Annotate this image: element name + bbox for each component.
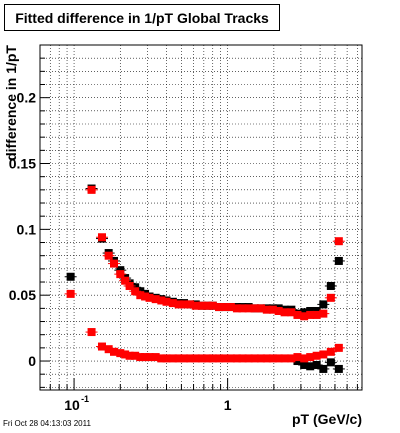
data-point-marker	[151, 353, 160, 362]
data-point-marker	[306, 310, 315, 319]
data-point-marker	[97, 342, 106, 351]
data-point-marker	[145, 293, 154, 302]
data-point-marker	[287, 354, 296, 363]
data-point-marker	[326, 281, 335, 290]
data-point-marker	[300, 312, 309, 321]
red-series	[64, 185, 345, 363]
data-point-marker	[191, 301, 200, 310]
x-tick-label: 10	[64, 397, 80, 413]
data-point-marker	[319, 309, 328, 318]
data-point-marker	[334, 364, 343, 373]
data-point-marker	[162, 297, 171, 306]
y-tick-label: 0.15	[9, 156, 36, 172]
y-axis-label: difference in 1/pT	[3, 45, 19, 161]
data-point-marker	[250, 304, 259, 313]
data-point-marker	[326, 293, 335, 302]
data-point-marker	[110, 259, 119, 268]
data-point-marker	[191, 354, 200, 363]
y-tick-label: 0.05	[9, 287, 36, 303]
data-point-marker	[145, 353, 154, 362]
data-point-marker	[312, 310, 321, 319]
data-point-marker	[334, 256, 343, 265]
data-point-marker	[319, 300, 328, 309]
data-point-marker	[293, 310, 302, 319]
data-point-marker	[208, 354, 217, 363]
data-point-marker	[334, 237, 343, 246]
chart-title-box: Fitted difference in 1/pT Global Tracks	[4, 4, 280, 31]
data-point-marker	[319, 364, 328, 373]
data-point-marker	[326, 358, 335, 367]
data-point-marker	[151, 295, 160, 304]
data-point-marker	[287, 308, 296, 317]
data-point-marker	[250, 354, 259, 363]
data-point-marker	[110, 347, 119, 356]
y-tick-label: 0.2	[17, 90, 37, 106]
data-point-marker	[141, 292, 150, 301]
data-point-marker	[312, 360, 321, 369]
data-point-marker	[300, 354, 309, 363]
data-point-marker	[131, 287, 140, 296]
data-point-marker	[104, 345, 113, 354]
data-point-marker	[280, 354, 289, 363]
data-point-marker	[312, 351, 321, 360]
data-point-marker	[268, 305, 277, 314]
data-point-marker	[300, 360, 309, 369]
data-point-marker	[121, 276, 130, 285]
plot-frame	[39, 44, 363, 391]
data-point-marker	[87, 328, 96, 337]
data-point-marker	[319, 350, 328, 359]
y-tick-label: 0	[28, 353, 36, 369]
data-point-marker	[257, 304, 266, 313]
data-point-marker	[131, 351, 140, 360]
data-point-marker	[180, 300, 189, 309]
data-point-marker	[226, 354, 235, 363]
data-point-marker	[186, 300, 195, 309]
data-point-marker	[238, 354, 247, 363]
x-axis-label: pT (GeV/c)	[292, 411, 362, 427]
data-point-marker	[274, 306, 283, 315]
data-point-marker	[262, 354, 271, 363]
data-point-marker	[238, 304, 247, 313]
y-tick-label: 0.1	[17, 221, 37, 237]
data-point-marker	[162, 354, 171, 363]
data-point-marker	[157, 296, 166, 305]
data-point-marker	[262, 305, 271, 314]
data-point-marker	[116, 349, 125, 358]
data-point-marker	[104, 251, 113, 260]
data-point-marker	[280, 308, 289, 317]
data-point-marker	[87, 185, 96, 194]
data-point-marker	[306, 353, 315, 362]
data-point-marker	[244, 304, 253, 313]
data-point-marker	[66, 289, 75, 298]
data-point-marker	[168, 299, 177, 308]
data-point-marker	[116, 270, 125, 279]
data-point-marker	[125, 281, 134, 290]
data-point-marker	[244, 354, 253, 363]
data-point-marker	[306, 362, 315, 371]
data-point-marker	[136, 291, 145, 300]
data-point-marker	[326, 347, 335, 356]
black-series	[64, 184, 345, 373]
data-point-marker	[121, 350, 130, 359]
data-point-marker	[334, 343, 343, 352]
data-point-marker	[293, 353, 302, 362]
data-point-marker	[180, 354, 189, 363]
x-tick-label: 1	[224, 397, 232, 413]
data-point-marker	[208, 301, 217, 310]
data-point-marker	[66, 272, 75, 281]
data-point-marker	[97, 233, 106, 242]
timestamp-footer: Fri Oct 28 04:13:03 2011	[3, 419, 91, 428]
x-tick-label-exponent: -1	[81, 394, 89, 404]
data-point-marker	[226, 303, 235, 312]
chart-title: Fitted difference in 1/pT Global Tracks	[15, 9, 269, 26]
